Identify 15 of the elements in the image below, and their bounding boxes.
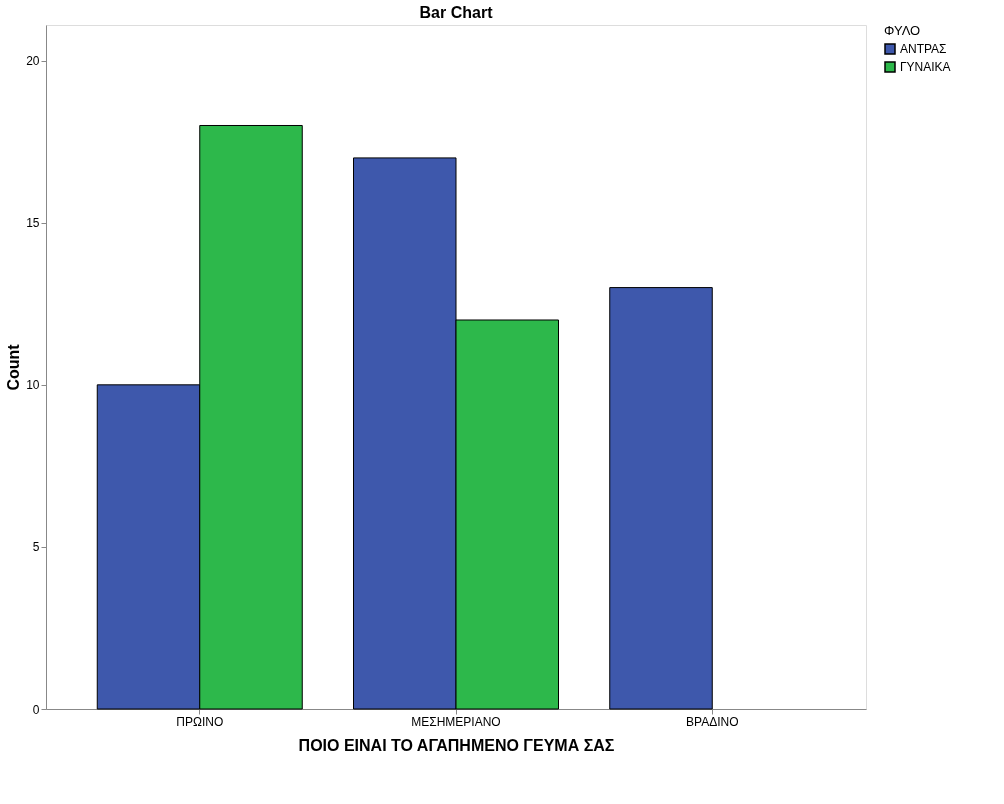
legend-label: ΑΝΤΡΑΣ — [900, 42, 947, 56]
legend-label: ΓΥΝΑΙΚΑ — [900, 60, 951, 74]
y-tick-label: 20 — [26, 54, 40, 69]
bar — [609, 287, 713, 710]
x-tick-label: ΒΡΑΔΙΝΟ — [686, 714, 739, 729]
x-tick-label: ΜΕΣΗΜΕΡΙΑΝΟ — [411, 714, 501, 729]
y-tick-label: 5 — [32, 540, 40, 555]
x-tick-label: ΠΡΩΙΝΟ — [176, 714, 224, 729]
chart-title: Bar Chart — [419, 4, 494, 21]
y-tick-label: 0 — [32, 702, 40, 717]
x-axis-title: ΠΟΙΟ ΕΙΝΑΙ ΤΟ ΑΓΑΠΗΜΕΝΟ ΓΕΥΜΑ ΣΑΣ — [298, 736, 615, 754]
y-axis-title: Count — [5, 343, 23, 391]
legend-title: ΦΥΛΟ — [884, 23, 921, 38]
y-tick-label: 10 — [26, 378, 40, 393]
y-tick-label: 15 — [26, 216, 40, 231]
